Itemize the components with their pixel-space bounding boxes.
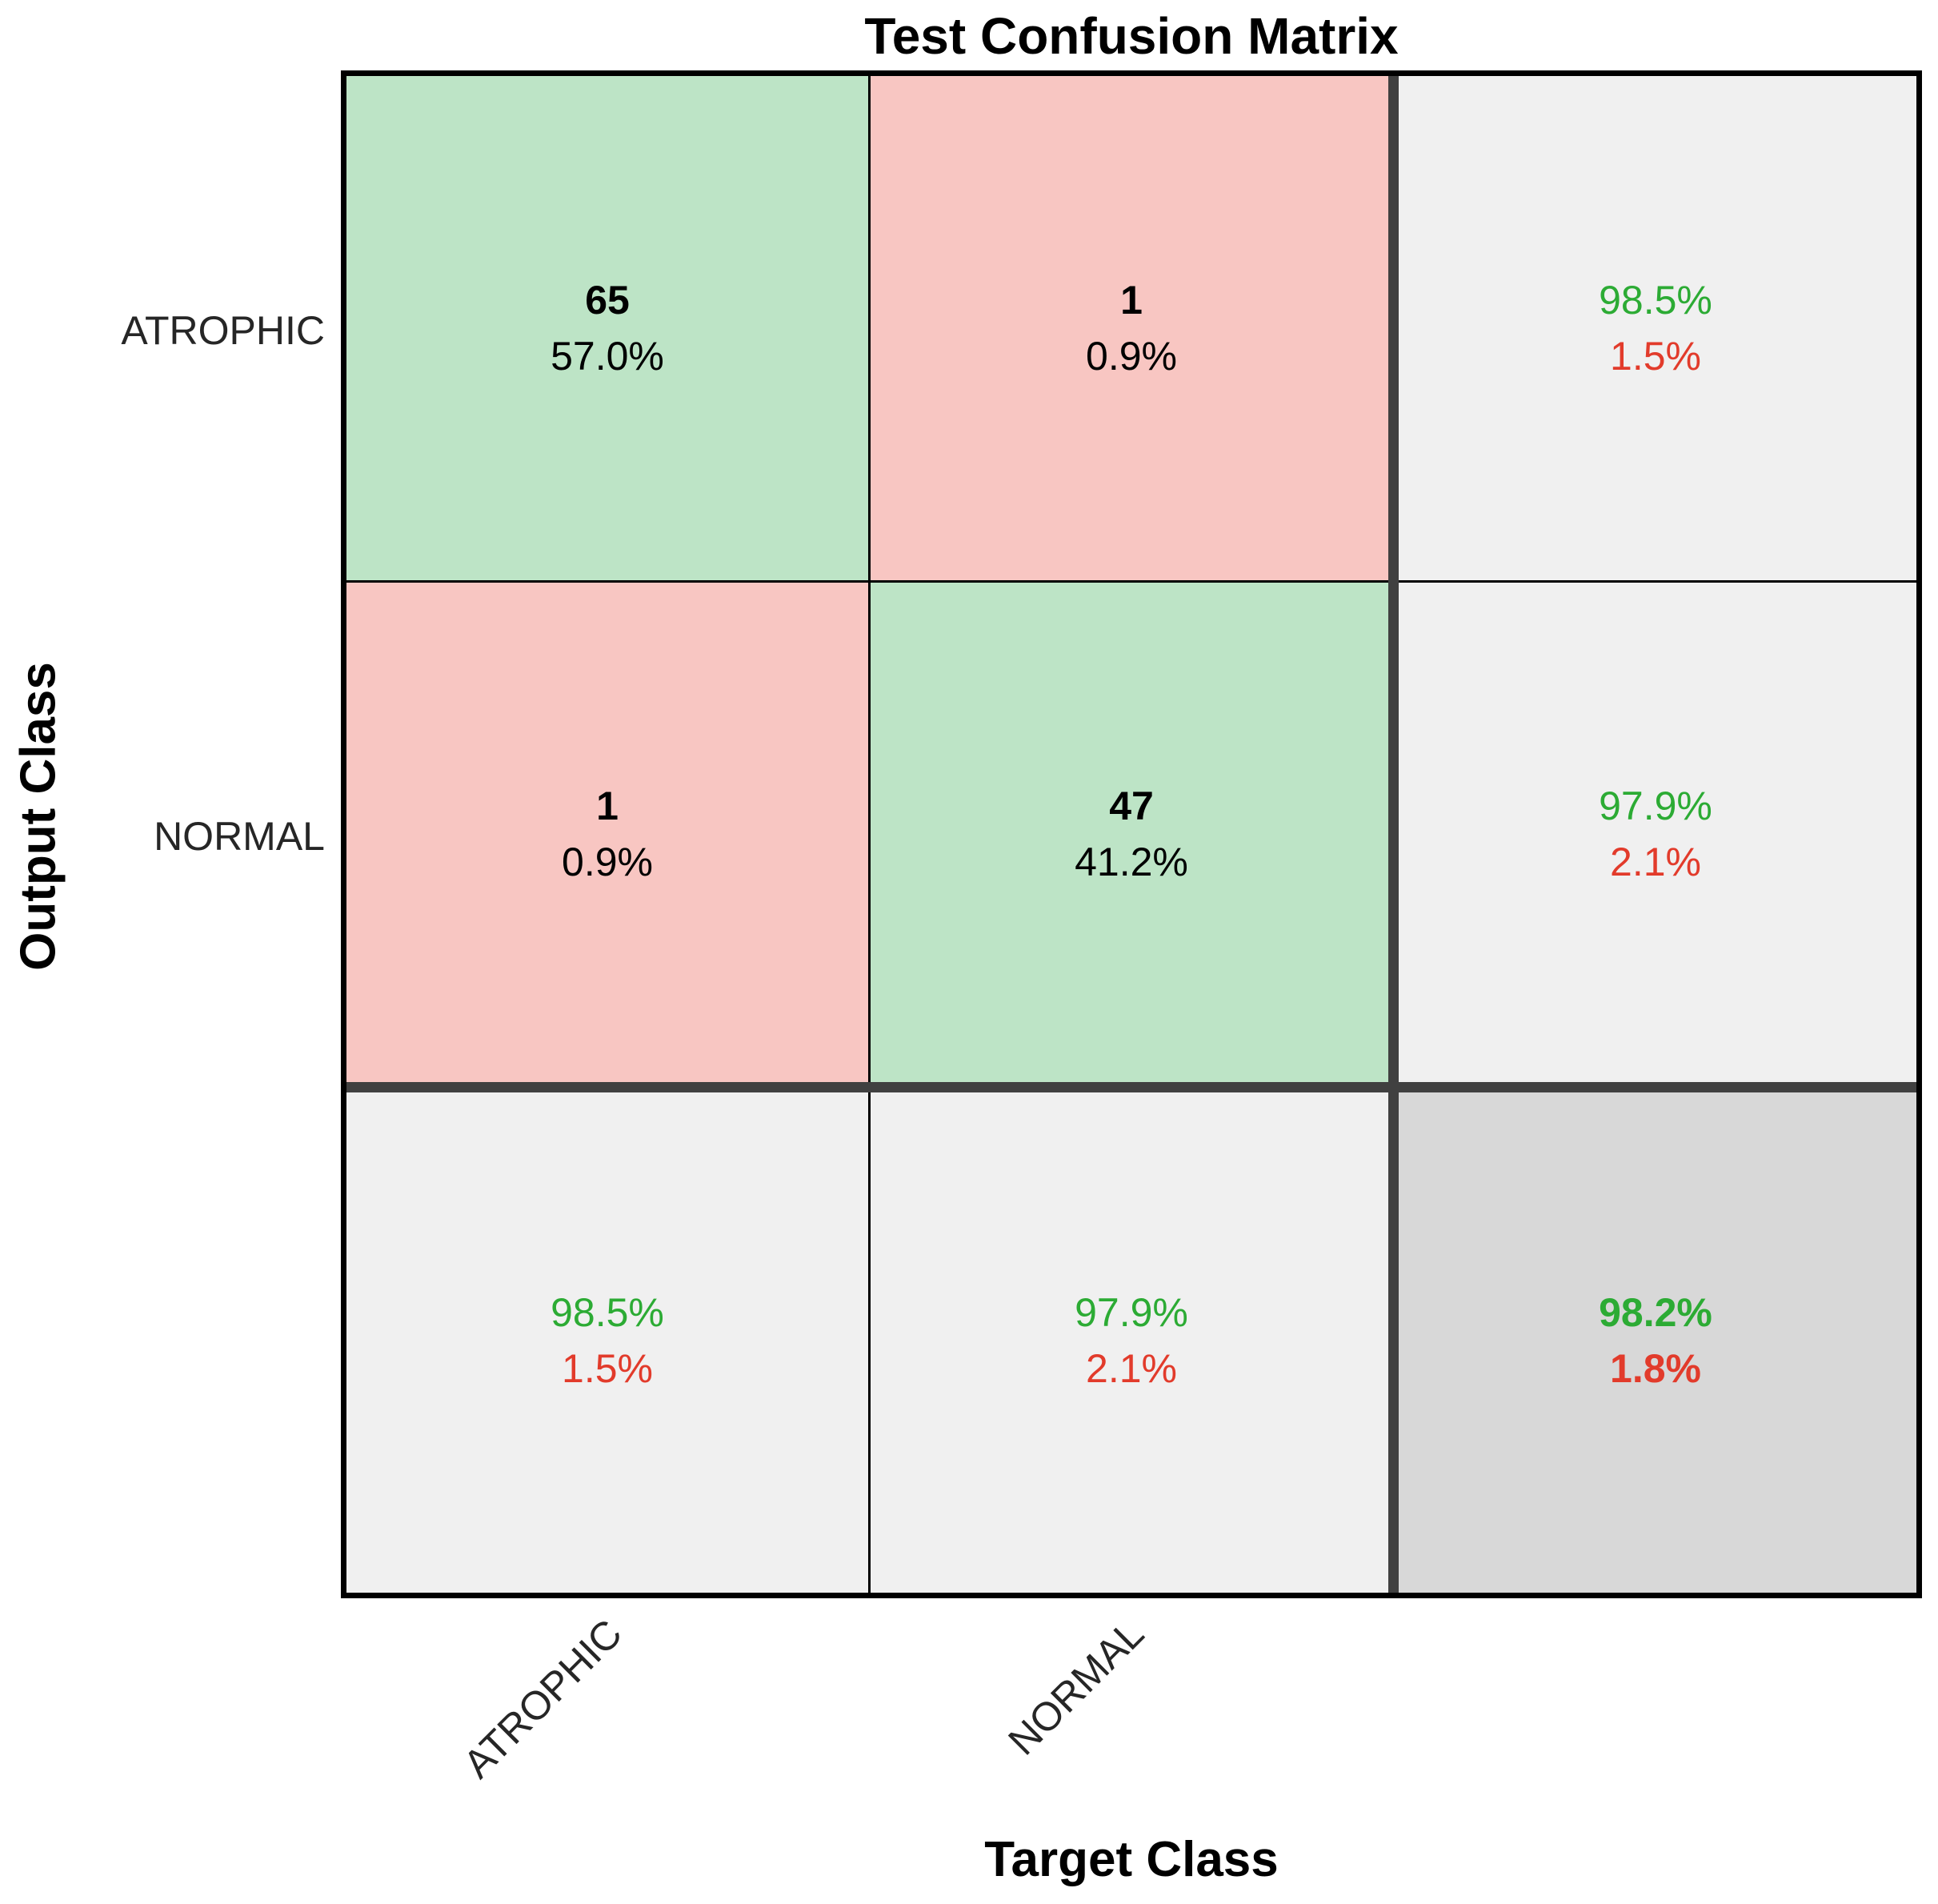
recall-percent: 98.5% [551,1290,664,1336]
summary-column-separator [1388,76,1399,1593]
col-summary-normal: 97.9% 2.1% [871,1088,1392,1593]
row-summary-normal: 97.9% 2.1% [1395,582,1916,1087]
cell-count: 1 [1120,277,1143,323]
x-axis-label: Target Class [984,1832,1279,1887]
precision-percent: 98.5% [1599,277,1712,323]
cell-output-atrophic-target-normal: 1 0.9% [871,76,1392,580]
error-percent: 1.5% [1610,333,1701,379]
cell-count: 65 [585,277,630,323]
cell-percent: 41.2% [1075,840,1188,885]
error-percent: 2.1% [1086,1346,1177,1392]
overall-accuracy-percent: 98.2% [1599,1290,1712,1336]
cell-output-atrophic-target-atrophic: 65 57.0% [346,76,868,580]
summary-row-separator [346,1082,1916,1092]
chart-title: Test Confusion Matrix [864,7,1399,65]
confusion-matrix-grid: 65 57.0% 1 0.9% 98.5% 1.5% 1 0.9% 47 41.… [341,70,1922,1598]
col-summary-atrophic: 98.5% 1.5% [346,1088,868,1593]
cell-count: 1 [596,784,619,829]
cell-output-normal-target-normal: 47 41.2% [871,582,1392,1087]
cell-output-normal-target-atrophic: 1 0.9% [346,582,868,1087]
overall-error-percent: 1.8% [1610,1346,1701,1392]
cell-percent: 0.9% [562,840,653,885]
cell-count: 47 [1109,784,1154,829]
recall-percent: 97.9% [1075,1290,1188,1336]
col-label-atrophic: ATROPHIC [454,1610,631,1787]
overall-accuracy-cell: 98.2% 1.8% [1395,1088,1916,1593]
row-label-normal: NORMAL [154,814,325,859]
cell-percent: 57.0% [551,333,664,379]
error-percent: 2.1% [1610,840,1701,885]
col-label-normal: NORMAL [999,1610,1153,1764]
cell-percent: 0.9% [1086,333,1177,379]
row-label-atrophic: ATROPHIC [121,308,325,353]
error-percent: 1.5% [562,1346,653,1392]
precision-percent: 97.9% [1599,784,1712,829]
row-summary-atrophic: 98.5% 1.5% [1395,76,1916,580]
